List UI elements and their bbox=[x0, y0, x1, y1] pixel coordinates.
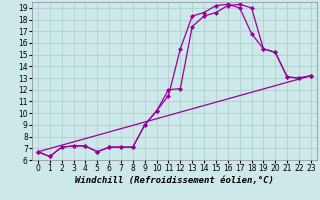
X-axis label: Windchill (Refroidissement éolien,°C): Windchill (Refroidissement éolien,°C) bbox=[75, 176, 274, 185]
